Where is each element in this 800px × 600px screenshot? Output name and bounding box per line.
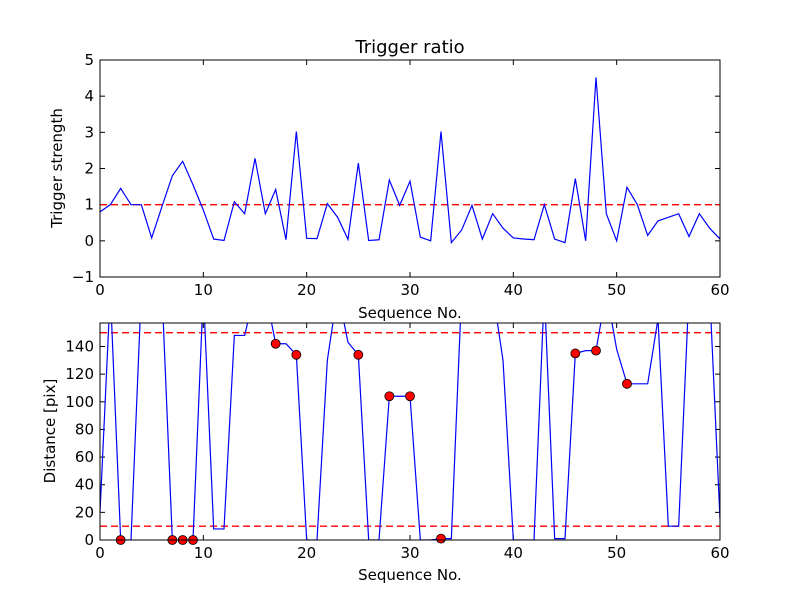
x-tick-label: 20: [297, 544, 316, 562]
data-point-marker: [622, 378, 632, 389]
x-tick-label: 40: [504, 544, 523, 562]
x-tick-label: 60: [710, 281, 729, 299]
chart-title: Trigger ratio: [354, 37, 464, 58]
data-point-marker: [384, 391, 395, 402]
y-tick-label: 40: [75, 476, 94, 494]
x-axis-label: Sequence No.: [358, 566, 462, 584]
y-tick-label: 140: [65, 337, 94, 355]
y-tick-label: 2: [84, 160, 94, 178]
distance-chart: 0 10 20 30 40 50 60 0 20 40 60 80 100 120 140 Sequenc…: [41, 322, 730, 584]
data-point-marker: [570, 348, 581, 359]
y-tick-label: 100: [65, 393, 94, 411]
x-tick-label: 10: [194, 281, 213, 299]
y-tick-label: 20: [75, 503, 94, 521]
y-tick-label: 3: [84, 123, 94, 141]
marker-layer: [115, 338, 632, 545]
x-tick-label: 50: [607, 544, 626, 562]
data-point-marker: [353, 349, 364, 360]
x-tick-label: 0: [95, 281, 105, 299]
y-tick-label: 60: [75, 448, 94, 466]
y-tick-label: 1: [84, 196, 94, 214]
x-tick-label: 50: [607, 281, 626, 299]
y-tick-label: −1: [72, 268, 94, 286]
x-tick-label: 40: [504, 281, 523, 299]
y-axis-ticks: −1 0 1 2 3 4 5: [72, 51, 720, 286]
y-tick-label: 4: [84, 87, 94, 105]
data-point-marker: [405, 391, 415, 402]
axes-frame: [99, 59, 721, 278]
axes-frame: [99, 322, 721, 541]
x-axis-label: Sequence No.: [358, 304, 462, 322]
x-tick-label: 60: [710, 544, 729, 562]
data-point-marker: [591, 345, 601, 356]
x-tick-label: 30: [400, 544, 419, 562]
y-axis-ticks: 0 20 40 60 80 100 120 140: [65, 337, 720, 549]
data-point-marker: [436, 533, 446, 544]
y-axis-label: Distance [pix]: [41, 379, 59, 484]
y-tick-label: 120: [65, 365, 94, 383]
y-tick-label: 80: [75, 420, 94, 438]
y-tick-label: 0: [84, 531, 94, 549]
data-point-marker: [291, 349, 302, 360]
y-tick-label: 5: [84, 51, 94, 69]
y-tick-label: 0: [84, 232, 94, 250]
x-tick-label: 20: [297, 281, 316, 299]
x-tick-label: 0: [95, 544, 105, 562]
x-tick-label: 10: [194, 544, 213, 562]
x-axis-ticks: 0 10 20 30 40 50 60: [95, 60, 730, 299]
series-line: [100, 77, 720, 245]
plot-area: [100, 77, 720, 245]
data-point-marker: [270, 338, 281, 349]
x-tick-label: 30: [400, 281, 419, 299]
y-axis-label: Trigger strength: [48, 108, 66, 229]
